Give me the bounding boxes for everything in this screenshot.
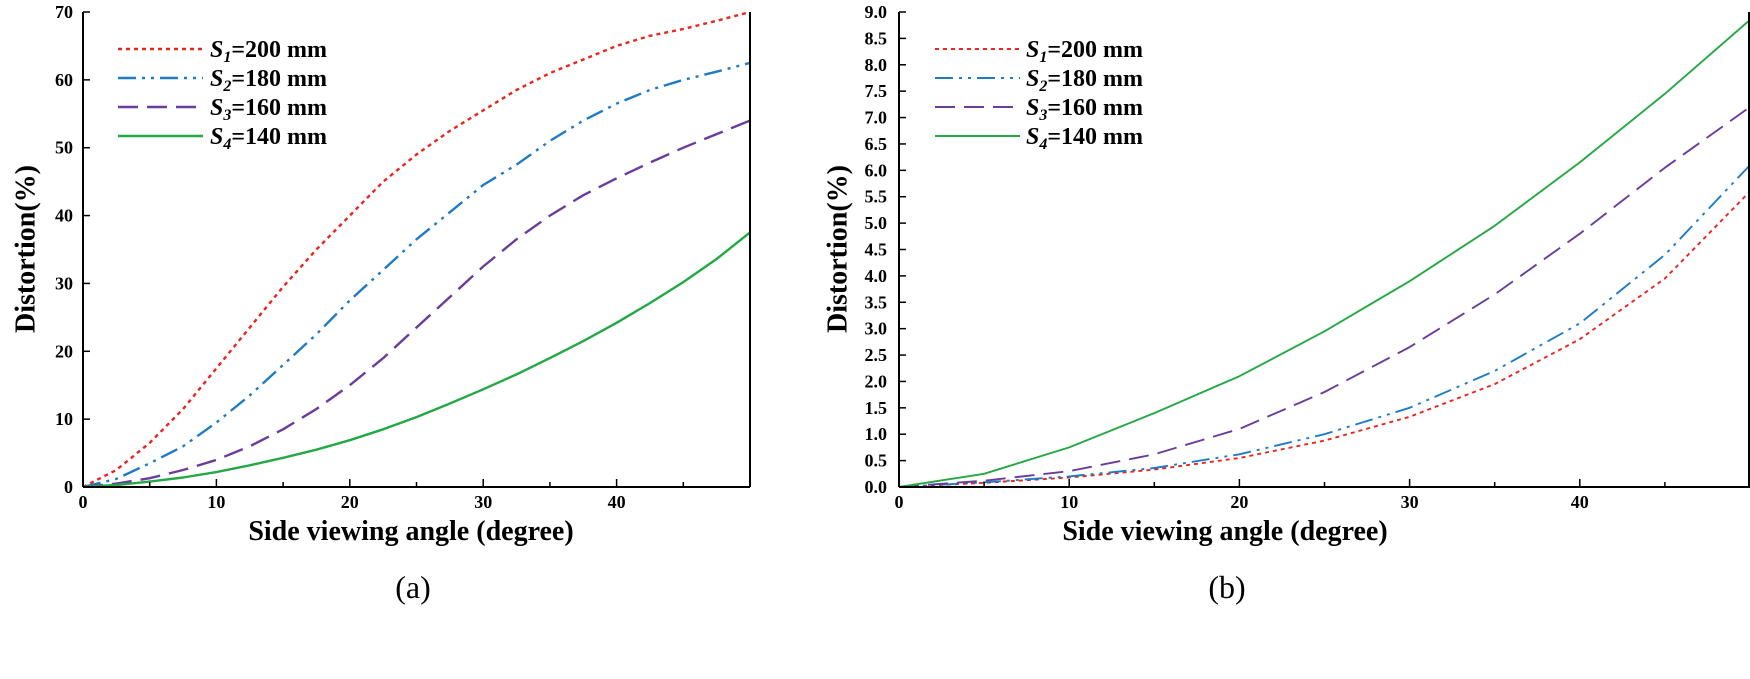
panel-b-y-tick-label: 3.5 <box>865 292 888 312</box>
panel-b-y-tick-label: 8.0 <box>865 55 888 75</box>
panel-b-x-axis-title: Side viewing angle (degree) <box>1062 516 1387 547</box>
panel-a-legend-label-s3: S3=160 mm <box>210 95 327 124</box>
panel-a-curves <box>83 12 750 487</box>
panel-b-legend-label-s2: S2=180 mm <box>1026 66 1143 95</box>
panel-a-y-axis-title: Distortion(%) <box>10 165 41 333</box>
panel-b-y-tick-label: 1.5 <box>865 398 888 418</box>
panel-b-y-tick-label: 3.0 <box>865 319 888 339</box>
panel-b-x-tick-label: 40 <box>1571 492 1589 512</box>
panel-b-series-line-s2 <box>899 164 1750 487</box>
panel-a-legend-label-s2: S2=180 mm <box>210 66 327 95</box>
panel-b-y-tick-label: 5.0 <box>865 213 888 233</box>
panel-b-y-tick-label: 8.5 <box>865 28 888 48</box>
panel-b-chart: 0 10 20 30 40 0.0 0.5 1.0 1.5 2.0 2.5 3.0 3.5 4.0 4.5 5… <box>822 2 1750 605</box>
panel-b-y-tick-label: 6.0 <box>865 160 888 180</box>
panel-a-chart: 0 10 20 30 40 0 10 20 30 40 50 60 70 Side viewing ang… <box>10 2 751 605</box>
panel-b-label: (b) <box>1208 569 1245 605</box>
panel-b-series-line-s1 <box>899 190 1750 487</box>
panel-a-y-tick-label: 10 <box>55 409 73 429</box>
panel-b-y-tick-label: 2.5 <box>865 345 888 365</box>
panel-b-legend-label-s3: S3=160 mm <box>1026 95 1143 124</box>
panel-b-series-line-s4 <box>899 19 1750 487</box>
panel-a-y-tick-label: 20 <box>55 341 73 361</box>
panel-a-series-line-s1 <box>83 12 750 487</box>
panel-b-y-tick-label: 4.0 <box>865 266 888 286</box>
panel-b-y-tick-label: 6.5 <box>865 134 888 154</box>
panel-a-x-tick-label: 20 <box>341 492 359 512</box>
panel-a-x-tick-label: 40 <box>608 492 626 512</box>
panel-b-y-tick-label: 4.5 <box>865 240 888 260</box>
panel-a-x-tick-label: 30 <box>474 492 492 512</box>
panel-b-y-tick-label: 0.5 <box>865 451 888 471</box>
panel-a-legend-label-s4: S4=140 mm <box>210 124 327 153</box>
panel-a-y-tick-label: 60 <box>55 70 73 90</box>
panel-a-y-tick-label: 40 <box>55 206 73 226</box>
panel-b-y-tick-label: 5.5 <box>865 187 888 207</box>
panel-a-legend-label-s1: S1=200 mm <box>210 37 327 66</box>
panel-a-x-axis-title: Side viewing angle (degree) <box>248 516 573 547</box>
panel-b-y-tick-label: 2.0 <box>865 371 888 391</box>
panel-a-series-line-s4 <box>83 231 750 487</box>
panel-b-legend-label-s4: S4=140 mm <box>1026 124 1143 153</box>
panel-b-y-axis-title: Distortion(%) <box>822 165 853 333</box>
panel-a-y-tick-label: 0 <box>64 477 73 497</box>
panel-b-x-tick-label: 10 <box>1060 492 1078 512</box>
panel-b-legend-label-s1: S1=200 mm <box>1026 37 1143 66</box>
panel-a-y-tick-label: 50 <box>55 138 73 158</box>
panel-b-curves <box>899 19 1750 487</box>
panel-b-y-tick-label: 1.0 <box>865 424 888 444</box>
panel-b-x-tick-label: 20 <box>1230 492 1248 512</box>
panel-a-series-line-s2 <box>83 61 750 487</box>
panel-a-y-tick-label: 30 <box>55 273 73 293</box>
panel-b-y-tick-label: 9.0 <box>865 2 888 22</box>
panel-a-series-line-s3 <box>83 119 750 487</box>
panel-b-x-tick-label: 0 <box>895 492 904 512</box>
panel-a-label: (a) <box>395 569 431 605</box>
panel-b-y-tick-label: 7.5 <box>865 81 888 101</box>
panel-a-x-tick-label: 10 <box>207 492 225 512</box>
panel-b-y-tick-label: 0.0 <box>865 477 888 497</box>
panel-a-y-tick-label: 70 <box>55 2 73 22</box>
panel-b-series-line-s3 <box>899 106 1750 487</box>
panel-a-x-tick-label: 0 <box>79 492 88 512</box>
panel-b-x-tick-label: 30 <box>1401 492 1419 512</box>
panel-b-y-tick-label: 7.0 <box>865 108 888 128</box>
